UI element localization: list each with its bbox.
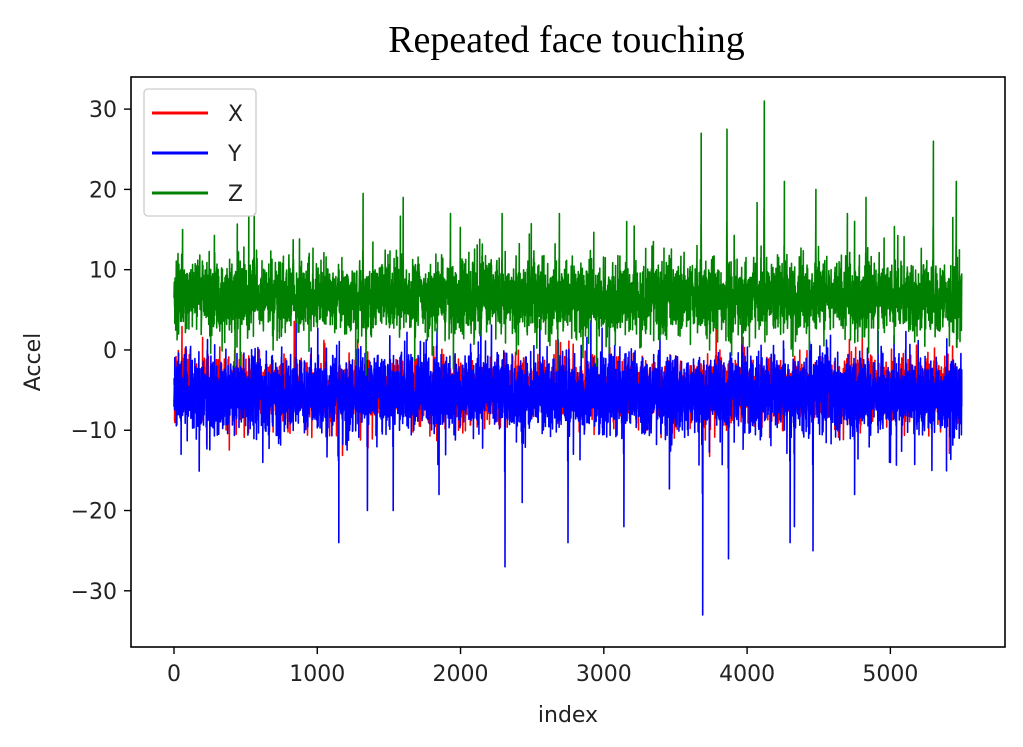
- x-tick-label: 5000: [862, 662, 918, 687]
- y-tick-label: 20: [89, 178, 117, 203]
- legend-label-y: Y: [227, 142, 242, 167]
- y-axis-label: Accel: [21, 333, 46, 392]
- series-layer: [173, 100, 963, 616]
- y-tick-label: −30: [71, 580, 117, 605]
- y-tick-label: 0: [103, 339, 117, 364]
- x-tick-label: 0: [167, 662, 181, 687]
- x-tick-label: 3000: [576, 662, 632, 687]
- series-line-y: [173, 287, 963, 616]
- chart-title: Repeated face touching: [388, 19, 745, 61]
- x-tick-label: 4000: [719, 662, 775, 687]
- y-tick-label: −20: [71, 500, 117, 525]
- x-axis-label: index: [538, 703, 598, 728]
- legend: XYZ: [143, 88, 257, 217]
- y-tick-label: 10: [89, 259, 117, 284]
- x-tick-label: 1000: [289, 662, 345, 687]
- plot-frame: [130, 76, 1006, 648]
- legend-label-x: X: [228, 102, 243, 127]
- series-line-z: [173, 100, 963, 376]
- y-tick-label: 30: [89, 98, 117, 123]
- y-axis: 30 20 10 0 −10 −20 −30: [71, 98, 131, 605]
- y-tick-label: −10: [71, 419, 117, 444]
- x-tick-label: 2000: [433, 662, 489, 687]
- legend-label-z: Z: [228, 182, 243, 207]
- x-axis: 0 1000 2000 3000 4000 5000: [167, 647, 918, 687]
